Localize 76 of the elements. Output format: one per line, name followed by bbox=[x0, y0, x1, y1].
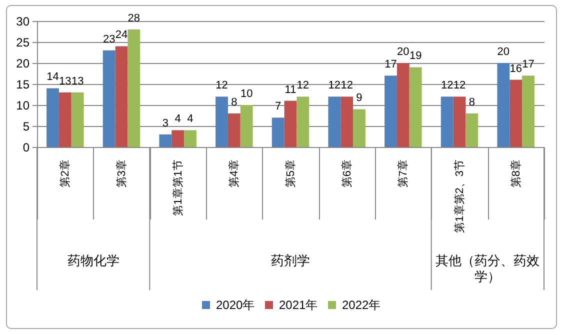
bar bbox=[102, 50, 116, 147]
data-label: 14 bbox=[46, 71, 59, 84]
bar bbox=[272, 118, 284, 147]
data-label: 16 bbox=[510, 62, 522, 75]
text: 药物化学 bbox=[67, 253, 120, 268]
data-label: 7 bbox=[275, 100, 282, 113]
data-label: 28 bbox=[128, 12, 140, 24]
bar bbox=[497, 63, 510, 147]
data-label: 10 bbox=[240, 88, 253, 100]
bar bbox=[58, 92, 72, 147]
data-label: 9 bbox=[356, 92, 362, 104]
data-label: 20 bbox=[497, 46, 510, 58]
bar bbox=[240, 105, 253, 147]
data-label: 3 bbox=[162, 117, 168, 130]
y-tick-label: 30 bbox=[16, 14, 30, 28]
data-label: 12 bbox=[340, 80, 353, 92]
x-tick-label: 第1章第1节 bbox=[171, 160, 184, 216]
bar bbox=[296, 96, 310, 147]
data-label: 17 bbox=[384, 58, 397, 71]
data-label: 12 bbox=[453, 80, 466, 92]
bar bbox=[396, 63, 410, 147]
bar bbox=[228, 113, 240, 147]
data-label: 4 bbox=[187, 113, 194, 126]
bar bbox=[453, 96, 466, 147]
x-tick-label: 第7章 bbox=[396, 160, 410, 188]
data-label: 11 bbox=[284, 84, 296, 96]
x-tick-label: 第1章第2、3节 bbox=[453, 160, 466, 233]
bar bbox=[46, 88, 59, 147]
x-tick-label: 第6章 bbox=[340, 160, 354, 188]
bar bbox=[284, 100, 297, 147]
data-label: 13 bbox=[59, 75, 72, 88]
bar bbox=[216, 96, 228, 147]
bar bbox=[115, 46, 128, 147]
x-tick-label: 第2章 bbox=[58, 160, 72, 188]
x-tick-label: 第5章 bbox=[284, 160, 297, 188]
y-tick-label: 15 bbox=[16, 78, 30, 92]
data-label: 12 bbox=[296, 80, 310, 92]
y-tick-label: 25 bbox=[16, 36, 30, 50]
y-tick-label: 0 bbox=[22, 140, 30, 154]
data-label: 23 bbox=[102, 33, 116, 46]
y-tick-label: 5 bbox=[22, 120, 30, 134]
y-tick-label: 20 bbox=[16, 56, 30, 70]
legend-label: 2021年 bbox=[279, 298, 318, 312]
bar bbox=[159, 134, 172, 147]
x-tick-label: 第4章 bbox=[228, 160, 241, 188]
data-label: 17 bbox=[522, 58, 534, 71]
data-label: 24 bbox=[115, 29, 128, 42]
bar bbox=[510, 80, 522, 147]
bar bbox=[340, 96, 354, 147]
data-label: 4 bbox=[174, 113, 181, 126]
text: 药剂学 bbox=[271, 253, 310, 268]
bar bbox=[384, 76, 397, 147]
data-label: 8 bbox=[231, 96, 238, 108]
data-label: 19 bbox=[409, 50, 422, 62]
bar bbox=[409, 67, 422, 147]
text: 其他（药分、药效学） bbox=[436, 253, 540, 284]
bar bbox=[172, 130, 184, 147]
bar bbox=[522, 76, 534, 147]
bar bbox=[353, 109, 366, 147]
bar bbox=[328, 96, 341, 147]
bar bbox=[466, 113, 478, 147]
data-label: 12 bbox=[216, 80, 228, 92]
bar bbox=[184, 130, 196, 147]
x-tick-label: 第8章 bbox=[509, 160, 522, 188]
legend-label: 2022年 bbox=[342, 298, 381, 312]
legend-label: 2020年 bbox=[216, 298, 255, 312]
data-label: 12 bbox=[440, 80, 454, 92]
bar bbox=[128, 29, 140, 147]
data-label: 12 bbox=[328, 80, 341, 92]
bar bbox=[71, 92, 84, 147]
data-label: 8 bbox=[468, 96, 475, 108]
data-label: 20 bbox=[397, 46, 410, 58]
y-tick-label: 10 bbox=[16, 98, 30, 112]
x-tick-label: 第3章 bbox=[115, 160, 128, 188]
bar bbox=[440, 96, 454, 147]
data-label: 13 bbox=[71, 75, 84, 88]
